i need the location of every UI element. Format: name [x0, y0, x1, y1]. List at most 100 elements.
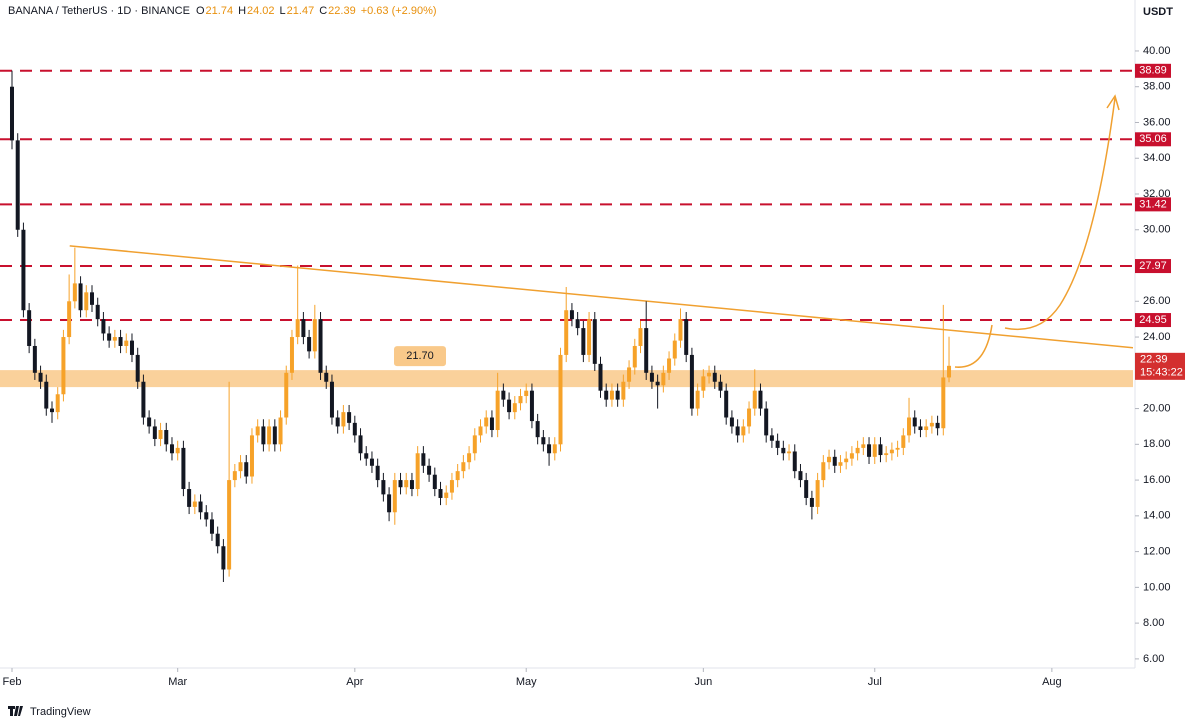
logo-icon: [8, 706, 23, 716]
candle-body: [512, 403, 517, 413]
y-tick-label: 20.00: [1143, 402, 1171, 414]
candle-body: [61, 337, 66, 395]
candle-body: [644, 328, 649, 373]
candle-body: [135, 354, 140, 382]
candle-body: [209, 519, 214, 534]
candle-body: [787, 451, 792, 454]
candle-body: [507, 399, 512, 413]
candle-body: [501, 390, 506, 400]
candle-body: [592, 319, 597, 364]
candle-body: [101, 319, 106, 334]
candle-body: [747, 408, 752, 427]
candle-body: [21, 229, 26, 311]
candle-body: [529, 390, 534, 422]
candle-body: [524, 390, 529, 397]
candle-body: [867, 444, 872, 457]
candle-body: [604, 390, 609, 400]
candle-body: [95, 304, 100, 320]
candle-body: [844, 458, 849, 463]
candle-body: [198, 501, 203, 513]
candle-body: [884, 453, 889, 456]
candle-body: [461, 462, 466, 472]
ohlc-value: 21.47: [287, 5, 315, 17]
level-price-label: 31.42: [1139, 198, 1167, 210]
candle-body: [792, 451, 797, 472]
level-price-label: 27.97: [1139, 260, 1167, 272]
y-tick-label: 34.00: [1143, 152, 1171, 164]
candle-body: [609, 390, 614, 400]
candle-body: [215, 533, 220, 547]
candle-body: [38, 372, 43, 382]
candle-body: [181, 447, 186, 490]
candle-body: [889, 449, 894, 454]
candle-body: [849, 453, 854, 459]
candle-body: [689, 354, 694, 409]
candle-body: [912, 417, 917, 427]
candle-body: [49, 408, 54, 413]
candle-body: [718, 381, 723, 391]
ohlc-value: 21.74: [206, 5, 234, 17]
candle-body: [667, 358, 672, 373]
watermark: TradingView: [30, 706, 91, 718]
candle-body: [9, 86, 14, 141]
y-tick-label: 26.00: [1143, 295, 1171, 307]
candle-body: [55, 394, 60, 413]
candle-body: [941, 377, 946, 429]
candle-body: [489, 417, 494, 431]
candle-body: [564, 310, 569, 355]
y-tick-label: 38.00: [1143, 81, 1171, 93]
candle-body: [169, 444, 174, 454]
candle-body: [495, 390, 500, 431]
candle-body: [409, 480, 414, 490]
candle-body: [758, 390, 763, 409]
candle-body: [855, 447, 860, 454]
candle-body: [89, 292, 94, 305]
candle-body: [815, 480, 820, 507]
candle-body: [124, 340, 129, 346]
x-tick-label: Feb: [3, 676, 22, 688]
projection-arrow: [954, 97, 1116, 368]
candle-body: [798, 471, 803, 481]
candle-body: [141, 381, 146, 418]
candle-body: [809, 497, 814, 507]
candle-body: [187, 489, 192, 507]
candle-body: [827, 456, 832, 463]
candle-body: [221, 546, 226, 570]
candle-body: [398, 480, 403, 488]
x-tick-label: Apr: [346, 676, 363, 688]
candle-body: [352, 422, 357, 436]
candle-body: [861, 444, 866, 448]
candle-body: [472, 435, 477, 454]
candle-body: [15, 140, 20, 230]
candle-body: [341, 412, 346, 427]
candle-body: [615, 390, 620, 400]
ohlc-value: 22.39: [328, 5, 356, 17]
candle-body: [175, 447, 180, 454]
support-zone-label: 21.70: [406, 350, 434, 362]
candle-body: [444, 492, 449, 498]
candle-body: [164, 430, 169, 445]
candle-body: [724, 390, 729, 418]
x-tick-label: Mar: [168, 676, 187, 688]
support-zone-tag: [394, 346, 446, 367]
last-price-label: 22.39: [1140, 354, 1168, 366]
candle-body: [621, 381, 626, 400]
candle-body: [364, 453, 369, 459]
candle-body: [44, 381, 49, 409]
candle-body: [775, 440, 780, 448]
candle-body: [598, 363, 603, 391]
level-price-tag: [1135, 197, 1171, 212]
candle-body: [929, 422, 934, 427]
y-tick-label: 8.00: [1143, 617, 1164, 629]
change-label: +0.63 (+2.90%): [361, 5, 437, 17]
candle-body: [752, 390, 757, 409]
candle-body: [284, 372, 289, 418]
candle-body: [84, 292, 89, 311]
candle-body: [518, 396, 523, 404]
candle-body: [152, 426, 157, 439]
candle-body: [632, 345, 637, 368]
candle-body: [678, 319, 683, 341]
candle-body: [32, 345, 37, 373]
candle-body: [895, 447, 900, 450]
candle-body: [278, 417, 283, 445]
